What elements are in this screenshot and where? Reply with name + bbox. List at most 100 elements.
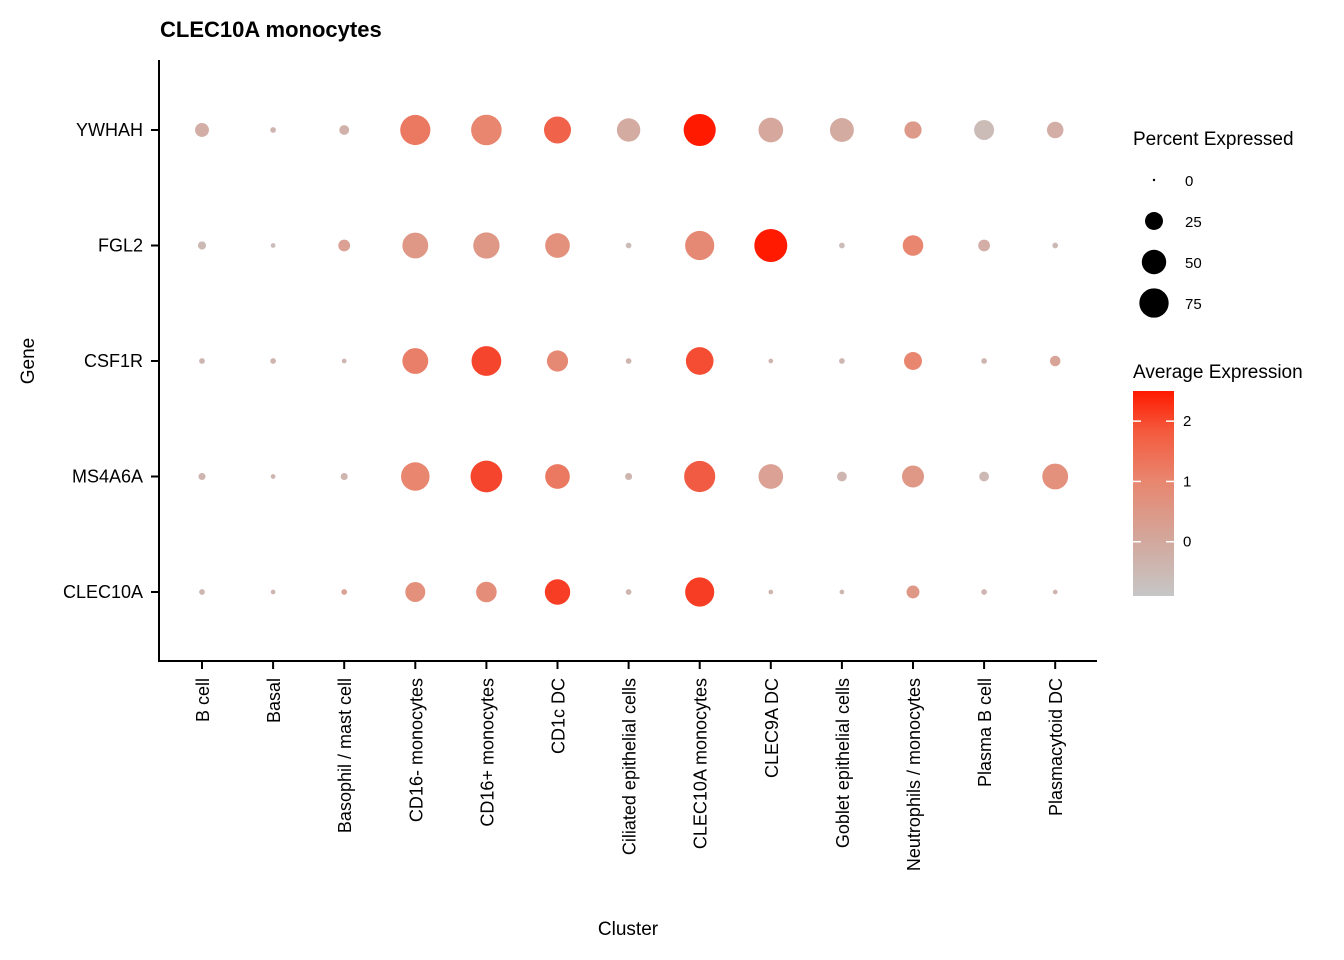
size-legend-label: 75 <box>1185 296 1202 313</box>
dot-fgl2-ciliated-epithelial-cells <box>625 242 632 249</box>
plot-area <box>195 113 1069 607</box>
dot-csf1r-clec9a-dc <box>768 358 774 364</box>
color-legend-label: 2 <box>1183 413 1191 430</box>
x-tick-label-cd16-monocytes: CD16- monocytes <box>406 678 426 822</box>
color-legend-label: 0 <box>1183 534 1191 551</box>
dot-clec10a-neutrophils-monocytes <box>906 585 920 599</box>
size-legend-dot <box>1145 212 1163 230</box>
dot-ywhah-basal <box>270 127 276 133</box>
dot-fgl2-clec10a-monocytes <box>685 230 715 261</box>
dot-csf1r-basophil-mast-cell <box>341 358 347 364</box>
color-bar <box>1133 391 1174 596</box>
dot-ywhah-clec10a-monocytes <box>683 113 716 147</box>
dot-ywhah-goblet-epithelial-cells <box>829 118 854 142</box>
size-legend-dot <box>1141 249 1167 275</box>
dot-csf1r-clec10a-monocytes <box>685 347 714 375</box>
dot-csf1r-basal <box>270 358 276 364</box>
dot-ywhah-plasmacytoid-dc <box>1046 121 1064 139</box>
dot-ywhah-b-cell <box>195 123 209 137</box>
dot-clec10a-plasma-b-cell <box>981 589 987 595</box>
dot-clec10a-b-cell <box>199 589 205 595</box>
size-legend-label: 0 <box>1185 173 1193 190</box>
dot-ywhah-plasma-b-cell <box>974 120 995 140</box>
dot-clec10a-cd1c-dc <box>544 579 571 605</box>
y-tick-label-fgl2: FGL2 <box>98 236 143 256</box>
dot-clec10a-basophil-mast-cell <box>341 589 348 595</box>
dot-clec10a-ciliated-epithelial-cells <box>625 589 632 595</box>
size-legend-label: 50 <box>1185 255 1202 272</box>
dot-fgl2-cd16-monocytes <box>402 232 429 259</box>
color-legend-title: Average Expression <box>1133 362 1303 383</box>
size-legend-label: 25 <box>1185 214 1202 231</box>
dot-csf1r-b-cell <box>199 358 205 364</box>
dot-clec10a-clec10a-monocytes <box>685 577 715 607</box>
x-tick-label-basal: Basal <box>264 678 284 723</box>
dot-fgl2-b-cell <box>197 241 207 250</box>
dot-ms4a6a-plasmacytoid-dc <box>1042 463 1069 490</box>
x-tick-label-ciliated-epithelial-cells: Ciliated epithelial cells <box>620 678 640 855</box>
dot-fgl2-cd1c-dc <box>545 233 570 258</box>
dot-clec10a-cd16-monocytes <box>405 582 426 602</box>
y-axis-ticks: YWHAH FGL2 CSF1R MS4A6A CLEC10A <box>63 120 159 602</box>
x-tick-label-cd1c-dc: CD1c DC <box>549 678 569 754</box>
dot-fgl2-cd16-monocytes <box>473 232 500 259</box>
dot-fgl2-neutrophils-monocytes <box>902 235 924 256</box>
x-tick-label-clec9a-dc: CLEC9A DC <box>762 678 782 778</box>
dot-clec10a-cd16-monocytes <box>476 581 497 603</box>
x-tick-label-clec10a-monocytes: CLEC10A monocytes <box>691 678 711 849</box>
x-tick-label-plasmacytoid-dc: Plasmacytoid DC <box>1046 678 1066 816</box>
dot-ms4a6a-cd16-monocytes <box>401 462 430 491</box>
dot-ywhah-basophil-mast-cell <box>339 125 350 135</box>
dot-clec10a-plasmacytoid-dc <box>1052 589 1058 595</box>
y-tick-label-ywhah: YWHAH <box>76 120 143 140</box>
y-tick-label-ms4a6a: MS4A6A <box>72 467 143 487</box>
x-axis-title: Cluster <box>598 919 659 940</box>
dot-fgl2-basal <box>270 243 276 248</box>
dot-clec10a-clec9a-dc <box>768 589 774 595</box>
x-tick-label-b-cell: B cell <box>193 678 213 722</box>
dot-ms4a6a-basal <box>270 474 276 479</box>
dot-ywhah-cd16-monocytes <box>400 114 431 146</box>
x-tick-label-goblet-epithelial-cells: Goblet epithelial cells <box>833 678 853 848</box>
dot-csf1r-ciliated-epithelial-cells <box>625 358 632 364</box>
size-legend-dot <box>1152 178 1156 182</box>
x-tick-label-basophil-mast-cell: Basophil / mast cell <box>335 678 355 833</box>
y-tick-label-clec10a: CLEC10A <box>63 582 143 602</box>
y-axis-title: Gene <box>18 338 39 384</box>
dot-ywhah-cd16-monocytes <box>471 114 502 146</box>
dot-fgl2-plasmacytoid-dc <box>1052 242 1059 249</box>
dot-csf1r-neutrophils-monocytes <box>904 352 922 370</box>
dot-ms4a6a-plasma-b-cell <box>979 471 990 482</box>
dot-csf1r-cd16-monocytes <box>402 348 429 374</box>
dot-csf1r-goblet-epithelial-cells <box>839 358 845 364</box>
dot-ms4a6a-goblet-epithelial-cells <box>836 471 847 482</box>
dot-ywhah-neutrophils-monocytes <box>904 121 922 139</box>
x-tick-label-cd16-monocytes: CD16+ monocytes <box>477 678 497 827</box>
size-legend: Percent Expressed 0 25 50 75 <box>1133 129 1294 318</box>
dot-ywhah-clec9a-dc <box>758 117 784 143</box>
dot-ms4a6a-b-cell <box>198 472 206 481</box>
dot-csf1r-plasmacytoid-dc <box>1049 355 1061 367</box>
x-axis-ticks: B cell Basal Basophil / mast cell CD16- mon… <box>193 661 1066 871</box>
color-legend: Average Expression 0 1 2 <box>1133 362 1303 596</box>
dot-clec10a-goblet-epithelial-cells <box>839 589 845 595</box>
x-tick-label-plasma-b-cell: Plasma B cell <box>975 678 995 787</box>
dot-fgl2-basophil-mast-cell <box>338 239 351 252</box>
dot-ms4a6a-basophil-mast-cell <box>340 472 348 481</box>
dot-ms4a6a-clec9a-dc <box>758 464 784 489</box>
dot-ywhah-ciliated-epithelial-cells <box>616 118 641 142</box>
y-tick-label-csf1r: CSF1R <box>84 351 143 371</box>
dot-ywhah-cd1c-dc <box>543 116 572 144</box>
x-tick-label-neutrophils-monocytes: Neutrophils / monocytes <box>904 678 924 871</box>
dot-csf1r-cd1c-dc <box>546 350 569 372</box>
dot-fgl2-goblet-epithelial-cells <box>839 242 845 249</box>
dot-clec10a-basal <box>270 589 276 595</box>
size-legend-title: Percent Expressed <box>1133 129 1294 150</box>
dot-ms4a6a-ciliated-epithelial-cells <box>625 472 633 481</box>
dot-ms4a6a-cd1c-dc <box>545 464 570 489</box>
dot-ms4a6a-clec10a-monocytes <box>684 460 716 493</box>
dot-ms4a6a-neutrophils-monocytes <box>901 465 925 488</box>
color-legend-label: 1 <box>1183 473 1191 490</box>
dot-fgl2-clec9a-dc <box>754 229 788 262</box>
